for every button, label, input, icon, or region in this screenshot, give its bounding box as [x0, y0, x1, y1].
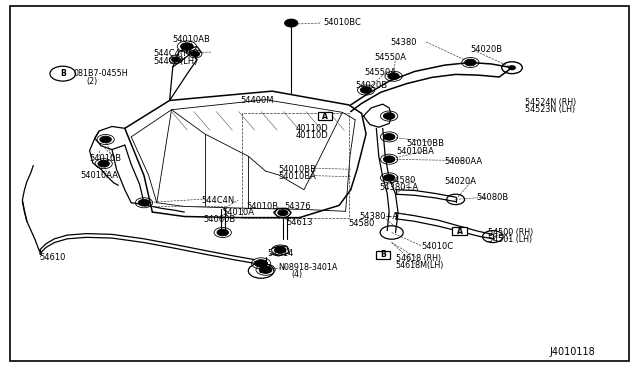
- Text: 54010BB: 54010BB: [278, 165, 316, 174]
- Text: 54010AA: 54010AA: [80, 171, 118, 180]
- Text: 54618M(LH): 54618M(LH): [396, 262, 444, 270]
- Text: 54376: 54376: [285, 202, 312, 211]
- Text: 081B7-0455H: 081B7-0455H: [74, 69, 128, 78]
- Circle shape: [383, 174, 395, 181]
- Circle shape: [278, 210, 288, 216]
- Text: 54614: 54614: [268, 249, 294, 258]
- Circle shape: [180, 43, 193, 50]
- Text: 54020B: 54020B: [470, 45, 502, 54]
- Text: B: B: [380, 250, 385, 259]
- Text: 544C5(LH): 544C5(LH): [154, 57, 198, 66]
- FancyBboxPatch shape: [10, 6, 629, 361]
- Text: 54010C: 54010C: [421, 242, 453, 251]
- Text: 54613: 54613: [287, 218, 313, 227]
- Text: 54380+A: 54380+A: [360, 212, 399, 221]
- Text: 54080B: 54080B: [477, 193, 509, 202]
- Text: N08918-3401A: N08918-3401A: [278, 263, 338, 272]
- Circle shape: [138, 199, 150, 206]
- Text: 54010A: 54010A: [223, 208, 255, 217]
- Text: 54010BB: 54010BB: [406, 139, 444, 148]
- Circle shape: [255, 260, 268, 267]
- Circle shape: [98, 160, 109, 167]
- Text: A: A: [322, 112, 328, 121]
- Text: B: B: [60, 69, 65, 78]
- Text: 54400M: 54400M: [240, 96, 273, 105]
- FancyBboxPatch shape: [318, 112, 332, 120]
- Text: 54524N (RH): 54524N (RH): [525, 98, 576, 107]
- Text: A: A: [456, 227, 463, 236]
- Text: (4): (4): [291, 270, 302, 279]
- Text: 54020B: 54020B: [355, 81, 387, 90]
- Text: 544C4(RH): 544C4(RH): [154, 49, 199, 58]
- Circle shape: [275, 247, 286, 253]
- Circle shape: [383, 156, 395, 163]
- Text: 54020A: 54020A: [445, 177, 477, 186]
- Text: 54010B: 54010B: [246, 202, 278, 211]
- Text: 54501 (LH): 54501 (LH): [488, 235, 532, 244]
- Text: 54010BC: 54010BC: [323, 18, 361, 27]
- Text: 54010B: 54010B: [90, 154, 122, 163]
- Text: 54060B: 54060B: [204, 215, 236, 224]
- Text: 54618 (RH): 54618 (RH): [396, 254, 441, 263]
- Circle shape: [259, 266, 272, 273]
- Circle shape: [383, 113, 395, 119]
- Text: 544C4N: 544C4N: [202, 196, 235, 205]
- Circle shape: [217, 229, 228, 236]
- Text: 54580: 54580: [389, 176, 415, 185]
- Circle shape: [465, 59, 476, 66]
- Text: 54380: 54380: [390, 38, 417, 47]
- Circle shape: [360, 87, 372, 93]
- Text: 40110D: 40110D: [296, 124, 328, 133]
- Text: 54380+A: 54380+A: [379, 183, 418, 192]
- Text: J4010118: J4010118: [549, 347, 595, 356]
- Text: 54010BA: 54010BA: [397, 147, 435, 156]
- Circle shape: [388, 73, 399, 80]
- Text: 54500 (RH): 54500 (RH): [488, 228, 533, 237]
- Circle shape: [191, 51, 200, 57]
- Circle shape: [100, 136, 111, 143]
- Text: 54580: 54580: [349, 219, 375, 228]
- Text: 54010BA: 54010BA: [278, 172, 316, 181]
- Text: 54523N (LH): 54523N (LH): [525, 105, 575, 114]
- Text: 54610: 54610: [40, 253, 66, 262]
- Text: N: N: [258, 266, 264, 275]
- Text: 54080AA: 54080AA: [445, 157, 483, 166]
- Text: 54010AB: 54010AB: [173, 35, 211, 44]
- Text: 54550A: 54550A: [374, 53, 406, 62]
- Circle shape: [285, 19, 298, 27]
- FancyBboxPatch shape: [376, 251, 390, 259]
- Text: (2): (2): [86, 77, 98, 86]
- Circle shape: [509, 66, 515, 70]
- FancyBboxPatch shape: [452, 227, 467, 235]
- Text: 54550A: 54550A: [365, 68, 397, 77]
- Circle shape: [172, 57, 180, 62]
- Circle shape: [383, 134, 395, 140]
- Text: 40110D: 40110D: [296, 131, 328, 140]
